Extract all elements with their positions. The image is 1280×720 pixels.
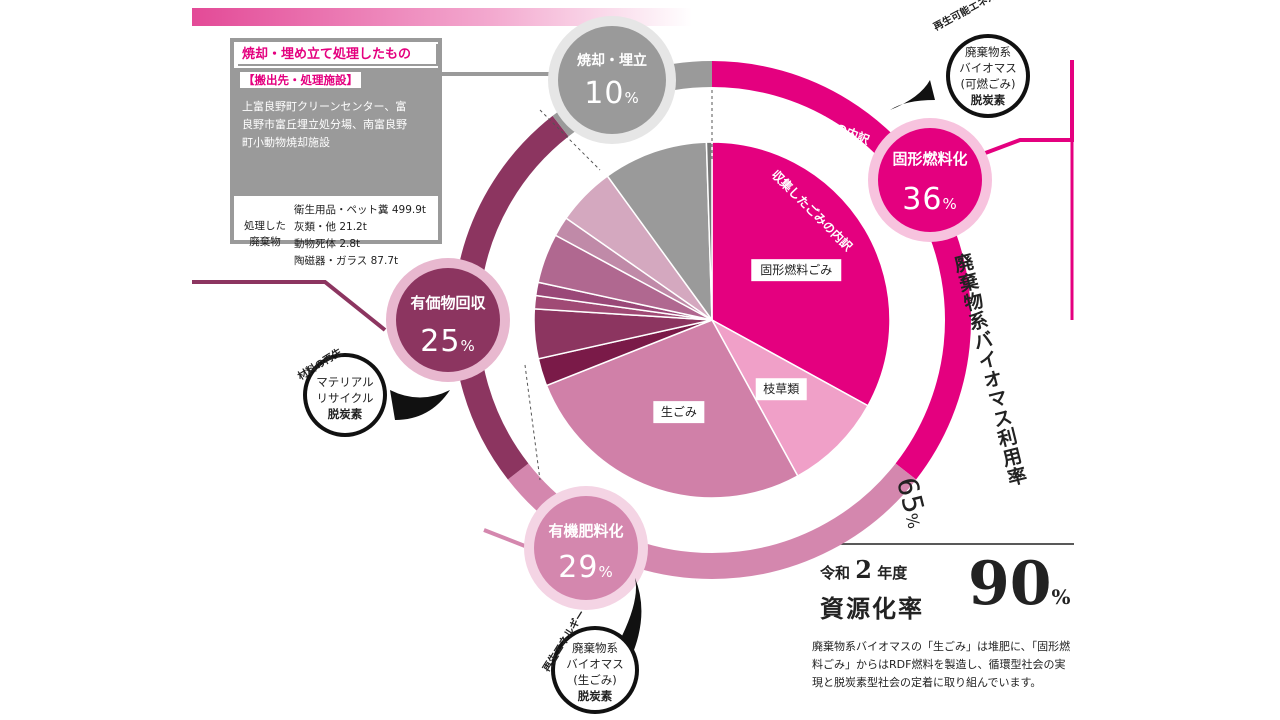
waste-label: 処理した 廃棄物 <box>244 220 286 248</box>
bubble-top-right-badge: 脱炭素 <box>970 93 1006 107</box>
guide-line-bottom <box>524 364 541 481</box>
waste-item: 陶磁器・ガラス 87.7t <box>294 255 399 267</box>
connector-line-bottom <box>483 528 531 550</box>
header-accent-bar <box>192 8 692 26</box>
facility-line: 町小動物焼却施設 <box>242 136 330 149</box>
summary-year: 令和 2 年度 <box>820 555 908 584</box>
pie-label-box <box>751 259 842 282</box>
waste-items: 衛生用品・ペット糞 499.9t 灰類・他 21.2t 動物死体 2.8t 陶磁… <box>294 202 454 270</box>
facility-line: 良野市富丘埋立処分場、南富良野 <box>242 118 407 131</box>
info-box-grey-panel <box>234 68 438 196</box>
info-box-subtitle: 【搬出先・処理施設】 <box>240 72 361 88</box>
node-compost-label: 有機肥料化 <box>548 522 624 540</box>
node-incineration-pct: 10% <box>584 76 640 111</box>
facility-line: 上富良野町クリーンセンター、富 <box>242 100 407 113</box>
info-box-facilities: 上富良野町クリーンセンター、富 良野市富丘埋立処分場、南富良野 町小動物焼却施設 <box>242 98 432 152</box>
pie-slice-label: 固形燃料ごみ <box>760 262 832 277</box>
pie-slice-label: 枝草類 <box>763 381 799 396</box>
pie-slice <box>705 141 713 321</box>
pie-slice-label: 生ごみ <box>661 404 697 419</box>
node-solid-fuel-label: 固形燃料化 <box>892 150 968 168</box>
node-solid-fuel-pct: 36% <box>902 182 958 217</box>
bubble-top-right <box>890 34 1030 118</box>
bubble-left <box>303 353 450 437</box>
node-incineration-label: 焼却・埋立 <box>577 53 647 69</box>
bubble-left-badge: 脱炭素 <box>327 407 363 421</box>
node-recovery-label: 有価物回収 <box>410 294 486 312</box>
bubble-bottom-badge: 脱炭素 <box>577 689 613 703</box>
summary-value: 90% <box>968 549 1071 619</box>
pie-label-box <box>755 378 807 401</box>
connector-line-left <box>192 280 387 332</box>
node-compost-pct: 29% <box>558 550 614 585</box>
node-recovery-pct: 25% <box>420 324 476 359</box>
bubble-top-right-text: 廃棄物系 バイオマス (可燃ごみ) 脱炭素 <box>950 44 1026 108</box>
info-box: 焼却・埋め立て処理したもの 【搬出先・処理施設】 上富良野町クリーンセンター、富… <box>230 38 442 267</box>
waste-item: 動物死体 2.8t <box>294 238 361 250</box>
summary-title: 資源化率 <box>820 594 924 623</box>
description-text: 廃棄物系バイオマスの「生ごみ」は堆肥に、「固形燃料ごみ」からはRDF燃料を製造し… <box>812 640 1071 689</box>
bubble-bottom-text: 廃棄物系 バイオマス (生ごみ) 脱炭素 <box>557 640 633 704</box>
bubble-left-text: マテリアル リサイクル 脱炭素 <box>307 374 383 422</box>
bubble-bottom <box>551 578 642 714</box>
pie-label-box <box>653 401 705 424</box>
info-box-title: 焼却・埋め立て処理したもの <box>238 44 438 66</box>
waste-item: 灰類・他 21.2t <box>294 221 367 233</box>
pie-slice <box>606 141 713 323</box>
guide-line-top <box>539 109 601 171</box>
waste-item: 衛生用品・ペット糞 499.9t <box>294 204 427 216</box>
